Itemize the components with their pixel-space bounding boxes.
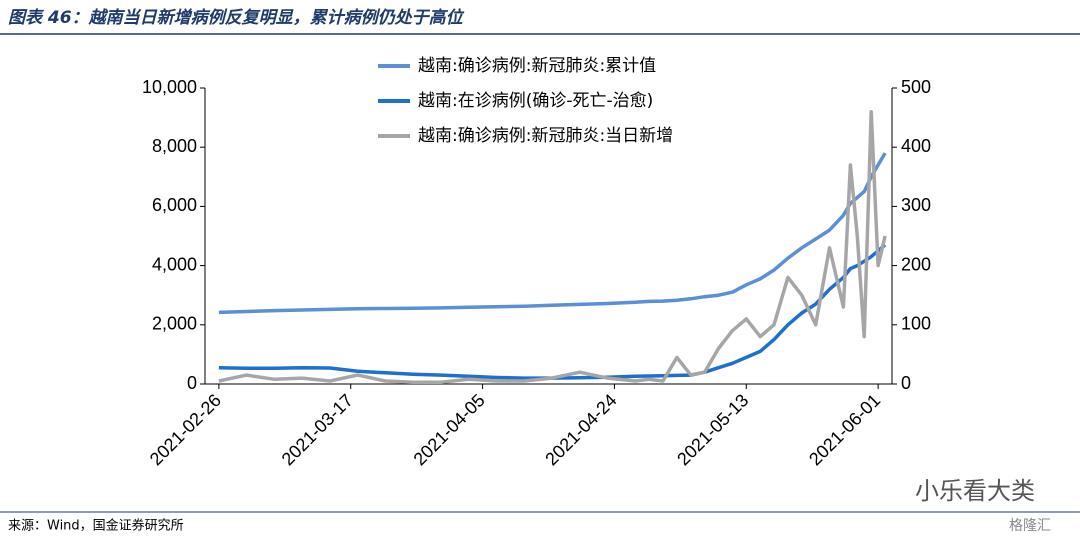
x-tick-label: 2021-05-13 bbox=[673, 390, 752, 469]
legend-label: 越南:在诊病例(确诊-死亡-治愈) bbox=[418, 91, 653, 111]
series-line bbox=[218, 109, 887, 384]
y-tick-label: 2,000 bbox=[152, 314, 197, 334]
y-tick-label: 4,000 bbox=[152, 254, 197, 274]
y-tick-label: 10,000 bbox=[142, 77, 197, 97]
y-tick-label: 0 bbox=[187, 373, 197, 393]
x-tick-label: 2021-03-17 bbox=[278, 390, 357, 469]
series-line bbox=[218, 243, 887, 380]
logo-text: 格隆汇 bbox=[1009, 518, 1051, 534]
y2-tick-label: 400 bbox=[901, 136, 931, 156]
x-tick-label: 2021-04-05 bbox=[410, 390, 489, 469]
y2-tick-label: 0 bbox=[901, 373, 911, 393]
legend-label: 越南:确诊病例:新冠肺炎:当日新增 bbox=[418, 126, 673, 146]
source-note: 来源：Wind，国金证券研究所 bbox=[8, 518, 184, 534]
y2-tick-label: 300 bbox=[901, 195, 931, 215]
chart-title: 图表 46：越南当日新增病例反复明显，累计病例仍处于高位 bbox=[8, 8, 465, 28]
y2-tick-label: 100 bbox=[901, 314, 931, 334]
x-tick-label: 2021-02-26 bbox=[146, 390, 225, 469]
y2-tick-label: 500 bbox=[901, 77, 931, 97]
x-tick-label: 2021-06-01 bbox=[805, 390, 884, 469]
series-line bbox=[218, 152, 887, 315]
legend-label: 越南:确诊病例:新冠肺炎:累计值 bbox=[418, 56, 656, 76]
y2-tick-label: 200 bbox=[901, 254, 931, 274]
y-tick-label: 8,000 bbox=[152, 136, 197, 156]
watermark: 小乐看大类 bbox=[915, 477, 1035, 505]
x-tick-label: 2021-04-24 bbox=[541, 390, 620, 469]
y-tick-label: 6,000 bbox=[152, 195, 197, 215]
